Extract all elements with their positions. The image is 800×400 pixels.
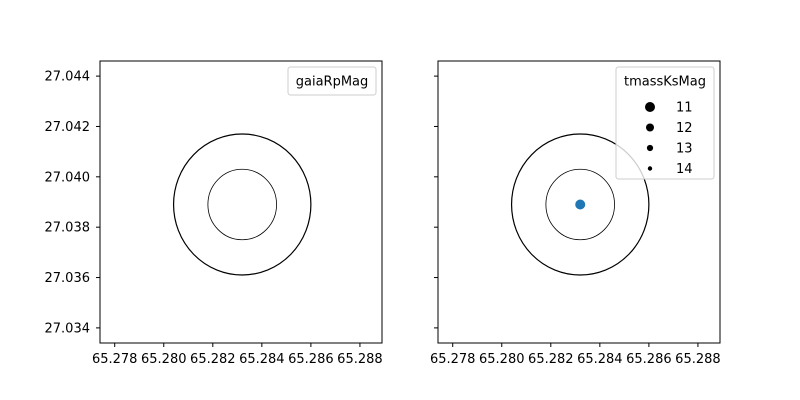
- legend-entry-label: 11: [676, 101, 693, 116]
- axes-panel-1: 65.278 65.280 65.282 65.284 65.286 65.288 27.0…: [45, 60, 383, 367]
- x-tick-label: 65.282: [190, 352, 236, 367]
- data-point: [575, 199, 586, 210]
- x-tick-label: 65.282: [528, 352, 574, 367]
- x-tick-label: 65.288: [675, 352, 721, 367]
- legend-marker: [645, 102, 655, 112]
- legend-box: [287, 66, 377, 96]
- legend-marker: [646, 144, 654, 152]
- x-tick-label: 65.284: [239, 352, 285, 367]
- y-tick-label: 27.034: [45, 321, 91, 336]
- x-tick-label: 65.278: [430, 352, 476, 367]
- y-tick-label: 27.042: [45, 120, 91, 135]
- x-tick-label: 65.280: [141, 352, 187, 367]
- legend: gaiaRpMag: [287, 66, 377, 96]
- axes-frame: [437, 60, 721, 344]
- x-tick-label: 65.278: [92, 352, 138, 367]
- legend-entry-label: 14: [676, 162, 693, 177]
- y-tick-label: 27.040: [45, 170, 91, 185]
- x-tick-label: 65.286: [626, 352, 672, 367]
- legend-entry-label: 13: [676, 142, 693, 157]
- y-tick-label: 27.044: [45, 70, 91, 85]
- aperture-circle-2: [172, 133, 312, 276]
- axes-frame: [99, 60, 383, 344]
- legend-box: [615, 66, 715, 180]
- legend: tmassKsMag 11 12 13 14: [615, 66, 715, 180]
- x-tick-label: 65.280: [479, 352, 525, 367]
- axes-panel-2: 65.278 65.280 65.282 65.284 65.286 65.288 tmas…: [430, 60, 721, 367]
- aperture-circle-1: [207, 168, 277, 241]
- x-tick-label: 65.288: [337, 352, 383, 367]
- x-tick-label: 65.286: [288, 352, 334, 367]
- legend-title: tmassKsMag: [624, 75, 706, 90]
- y-tick-label: 27.038: [45, 221, 91, 236]
- legend-title: gaiaRpMag: [296, 75, 369, 90]
- x-tick-label: 65.284: [577, 352, 623, 367]
- y-tick-label: 27.036: [45, 271, 91, 286]
- legend-marker: [646, 123, 654, 132]
- legend-marker: [647, 166, 653, 171]
- legend-entry-label: 12: [676, 121, 693, 136]
- aperture-circle-2: [510, 133, 650, 276]
- aperture-circle-1: [545, 168, 615, 241]
